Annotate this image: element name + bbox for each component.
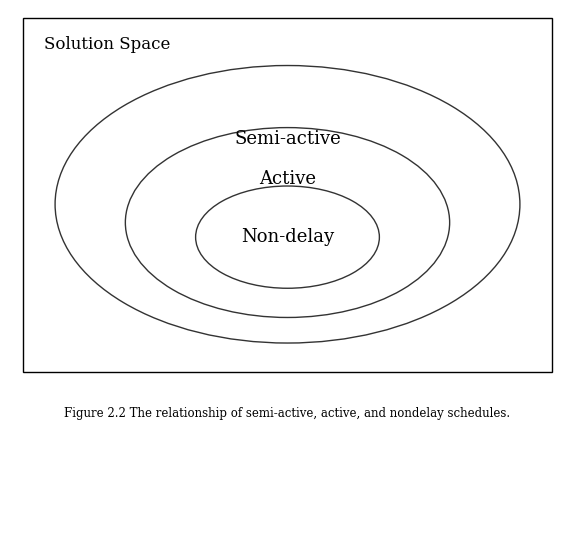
FancyBboxPatch shape: [22, 18, 553, 372]
Text: Non-delay: Non-delay: [241, 228, 334, 246]
Text: Semi-active: Semi-active: [234, 129, 341, 148]
Ellipse shape: [196, 186, 380, 288]
Text: Figure 2.2 The relationship of semi-active, active, and nondelay schedules.: Figure 2.2 The relationship of semi-acti…: [64, 407, 511, 420]
Text: Active: Active: [259, 170, 316, 188]
Text: Solution Space: Solution Space: [44, 37, 171, 53]
Ellipse shape: [125, 128, 450, 317]
Ellipse shape: [55, 66, 520, 343]
